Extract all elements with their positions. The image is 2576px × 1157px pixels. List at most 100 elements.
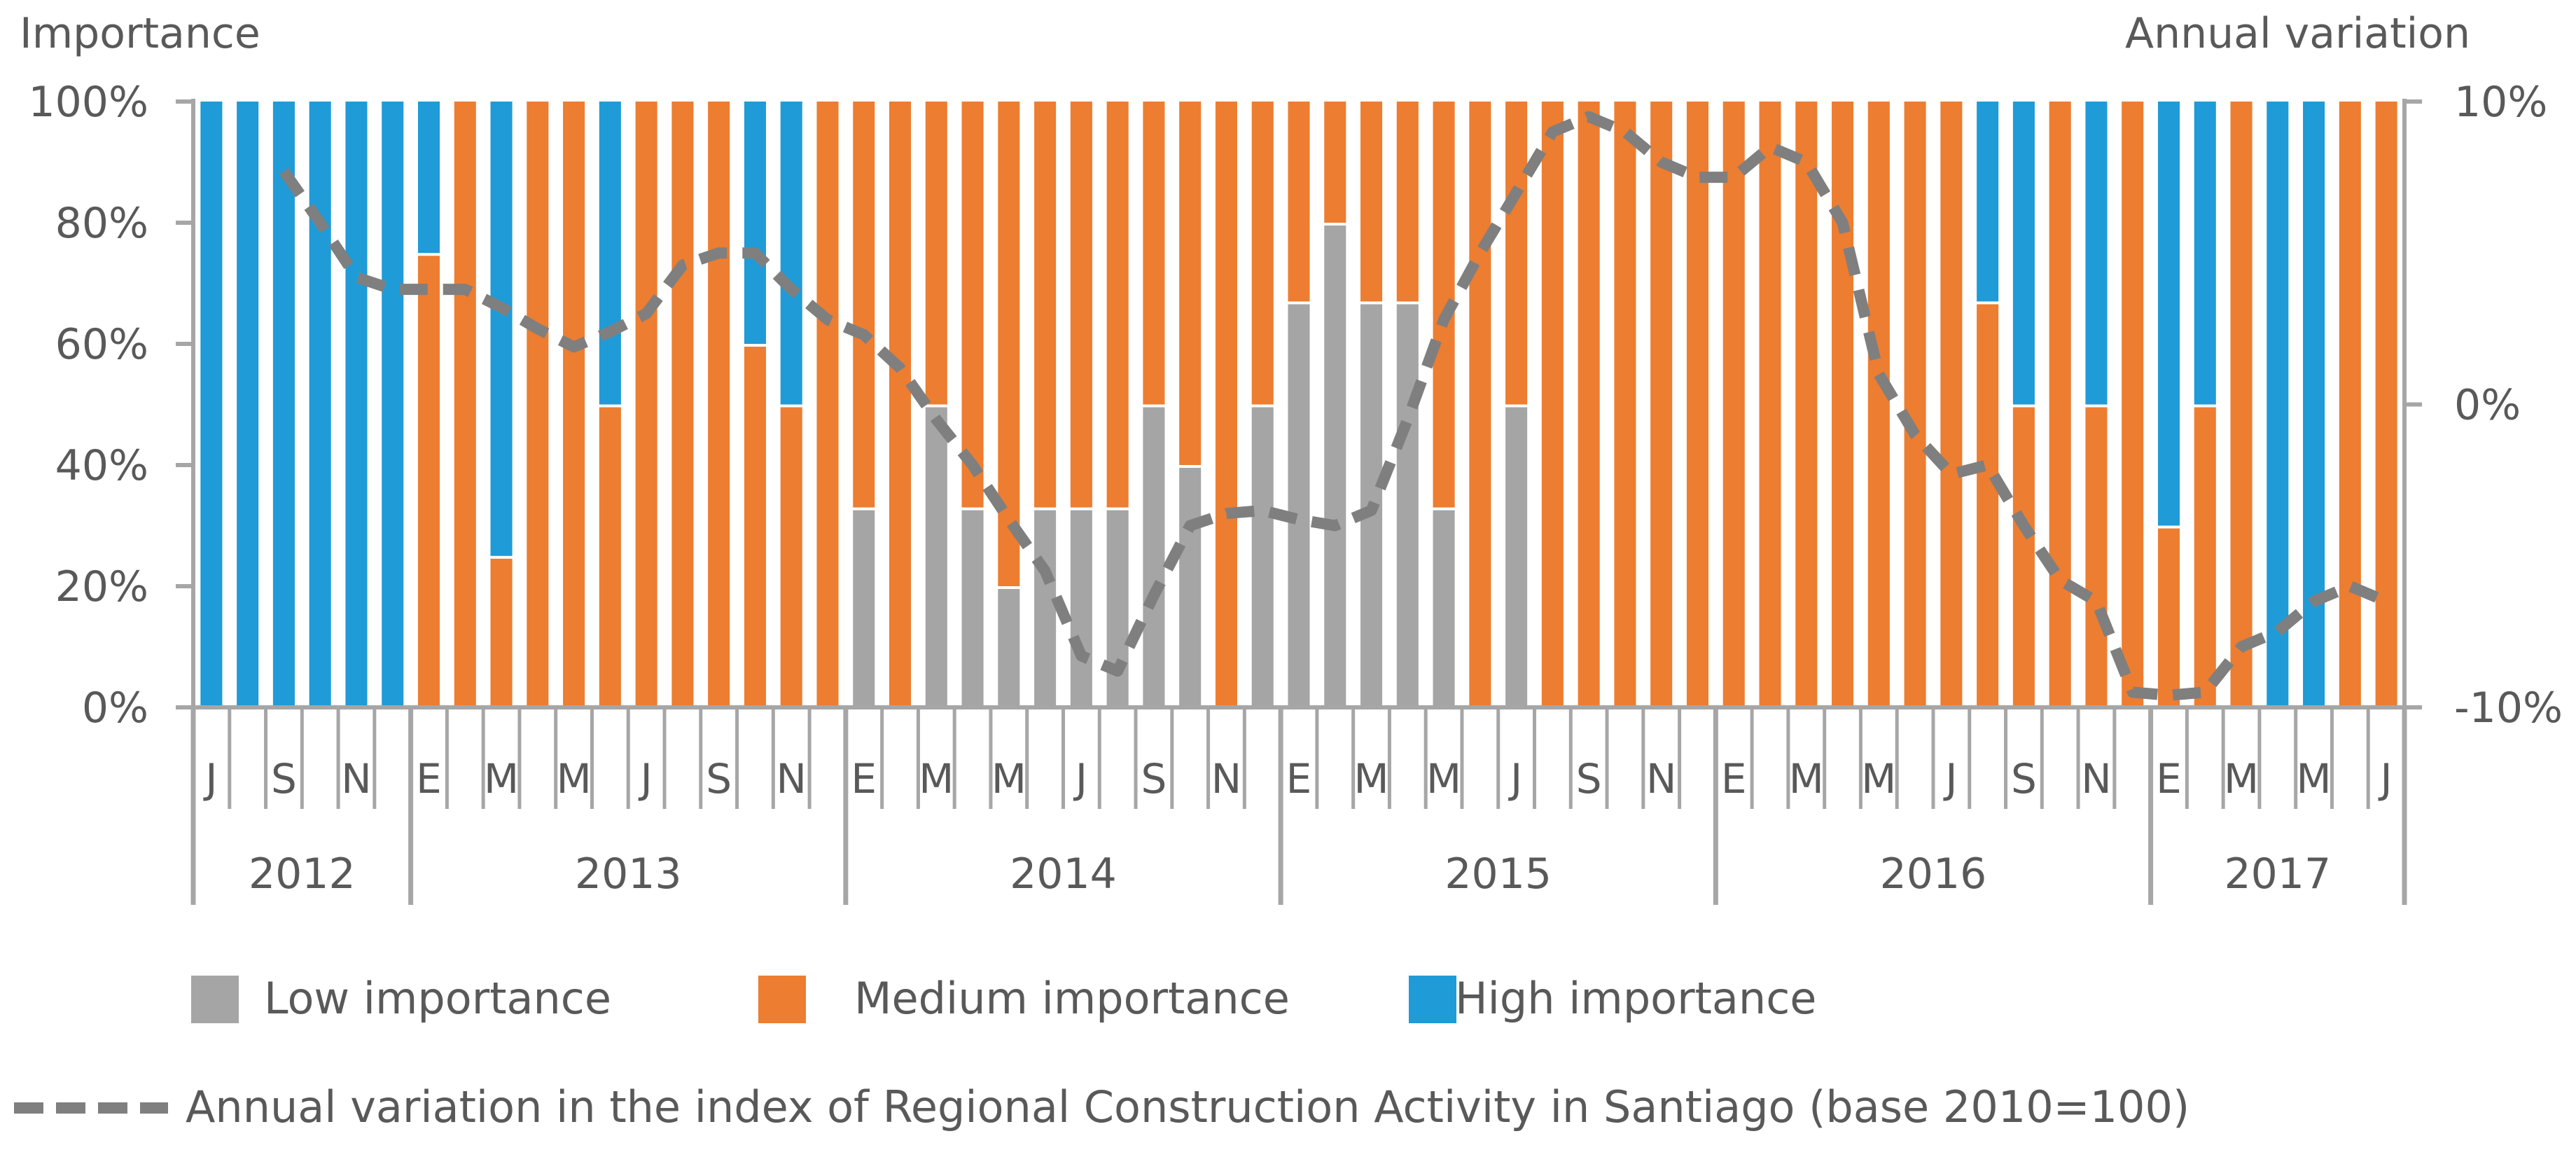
month-tick-label: S	[2011, 755, 2037, 803]
bar-high-importance	[417, 102, 440, 254]
month-tick-label: M	[1789, 755, 1824, 803]
bar-medium-importance	[1904, 102, 1926, 707]
bar-medium-importance	[1251, 102, 1274, 405]
gridlines	[176, 99, 193, 709]
bar-high-importance	[200, 102, 223, 707]
bar-medium-importance	[1795, 102, 1818, 707]
legend: Low importance Medium importance High im…	[14, 973, 2189, 1132]
month-tick-label: E	[1721, 755, 1747, 803]
bar-medium-importance	[1396, 102, 1419, 302]
bar-medium-importance	[1614, 102, 1636, 707]
bar-high-importance	[2085, 102, 2108, 405]
month-tick-label: S	[1576, 755, 1602, 803]
bar-medium-importance	[1505, 102, 1528, 405]
left-tick-label: 80%	[55, 199, 148, 248]
left-tick-labels: 0% 20% 40% 60% 80% 100%	[28, 78, 148, 733]
month-tick-label: S	[271, 755, 297, 803]
left-tick-label: 20%	[55, 562, 148, 611]
bar-medium-importance	[780, 407, 802, 707]
month-tick-label: M	[919, 755, 954, 803]
bar-high-importance	[237, 102, 259, 707]
bar-low-importance	[1251, 407, 1274, 707]
bar-medium-importance	[889, 102, 912, 707]
month-tick-label: M	[557, 755, 592, 803]
month-tick-label: N	[1211, 755, 1241, 803]
bar-high-importance	[2267, 102, 2289, 707]
bar-medium-importance	[2339, 102, 2361, 707]
month-tick-label: E	[1286, 755, 1312, 803]
bar-low-importance	[1179, 468, 1202, 707]
right-tick-label: 0%	[2454, 381, 2521, 430]
month-tick-label: J	[1943, 755, 1957, 803]
legend-line-label: Annual variation in the index of Regiona…	[186, 1081, 2189, 1132]
month-tick-label: E	[851, 755, 877, 803]
month-tick-label: M	[2224, 755, 2259, 803]
month-tick-label: M	[991, 755, 1026, 803]
bar-low-importance	[1288, 304, 1310, 707]
left-tick-label: 100%	[28, 78, 148, 127]
month-tick-label: S	[1141, 755, 1167, 803]
month-tick-label: E	[2156, 755, 2182, 803]
bar-low-importance	[1143, 407, 1165, 707]
bar-low-importance	[1034, 510, 1057, 707]
legend-swatch-medium	[758, 976, 806, 1023]
bar-medium-importance	[1034, 102, 1057, 508]
bar-medium-importance	[1578, 102, 1600, 707]
year-label: 2017	[2224, 850, 2331, 899]
bar-high-importance	[382, 102, 404, 707]
bar-low-importance	[853, 510, 875, 707]
bar-medium-importance	[744, 347, 766, 707]
bars	[200, 102, 2397, 707]
bar-medium-importance	[1469, 102, 1491, 707]
bar-medium-importance	[671, 102, 694, 707]
month-tick-label: J	[1073, 755, 1087, 803]
bar-medium-importance	[2012, 407, 2035, 707]
bar-high-importance	[490, 102, 513, 556]
year-label: 2015	[1444, 850, 1552, 899]
bar-medium-importance	[853, 102, 875, 508]
right-tick-labels: -10% 0% 10%	[2404, 78, 2563, 733]
bar-medium-importance	[1832, 102, 1854, 707]
left-tick-label: 0%	[82, 684, 148, 733]
bar-low-importance	[1070, 510, 1092, 707]
right-tick-label: 10%	[2454, 78, 2547, 127]
bar-high-importance	[2157, 102, 2180, 526]
bar-low-importance	[1324, 226, 1346, 707]
month-tick-label: J	[1508, 755, 1522, 803]
legend-label-low: Low importance	[264, 973, 611, 1024]
bar-medium-importance	[563, 102, 585, 707]
bar-medium-importance	[1686, 102, 1709, 707]
bar-medium-importance	[2049, 102, 2071, 707]
left-axis-title: Importance	[20, 9, 260, 58]
bar-low-importance	[1396, 304, 1419, 707]
bar-low-importance	[1433, 510, 1455, 707]
bar-high-importance	[2303, 102, 2325, 707]
year-label: 2014	[1010, 850, 1117, 899]
bar-medium-importance	[1650, 102, 1673, 707]
bar-high-importance	[780, 102, 802, 405]
legend-swatch-high	[1409, 976, 1456, 1023]
bar-high-importance	[1977, 102, 1999, 302]
bar-medium-importance	[1143, 102, 1165, 405]
month-tick-label: N	[341, 755, 371, 803]
month-tick-label: M	[2297, 755, 2332, 803]
bar-medium-importance	[1360, 102, 1383, 302]
bar-medium-importance	[1867, 102, 1890, 707]
line-series	[279, 111, 2389, 701]
month-tick-label: E	[416, 755, 442, 803]
month-tick-label: M	[1426, 755, 1461, 803]
month-tick-label: M	[1354, 755, 1389, 803]
bar-medium-importance	[635, 102, 657, 707]
year-label: 2013	[575, 850, 682, 899]
bar-high-importance	[309, 102, 331, 707]
bar-medium-importance	[925, 102, 947, 405]
bar-medium-importance	[2194, 407, 2216, 707]
month-tick-label: J	[203, 755, 217, 803]
bar-medium-importance	[1324, 102, 1346, 223]
bar-medium-importance	[1070, 102, 1092, 508]
annual-variation-line	[279, 111, 2389, 701]
bar-high-importance	[345, 102, 368, 707]
right-tick-label: -10%	[2454, 684, 2563, 733]
